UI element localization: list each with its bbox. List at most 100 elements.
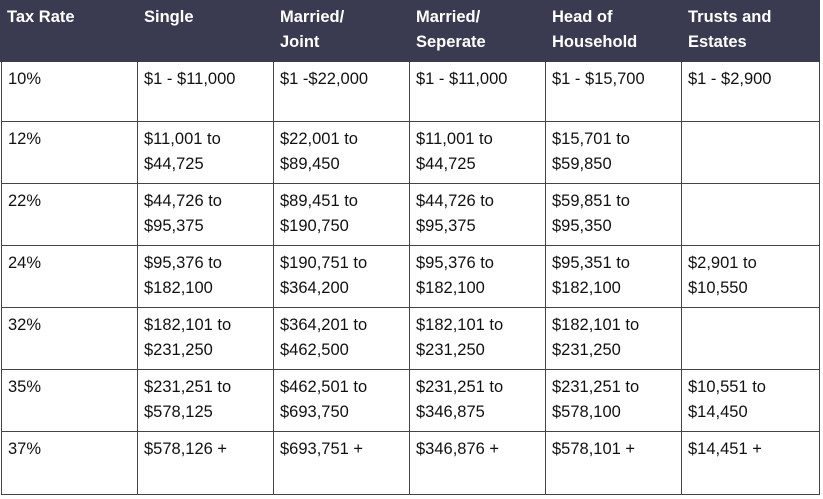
table-cell: $346,876 + bbox=[410, 432, 546, 495]
table-cell: $44,726 to $95,375 bbox=[138, 184, 274, 246]
cell-text: $15,701 to bbox=[552, 130, 630, 148]
table-cell: $1 - $11,000 bbox=[410, 62, 546, 122]
cell-text: $182,101 to bbox=[552, 316, 640, 334]
table-cell: $364,201 to $462,500 bbox=[274, 308, 410, 370]
table-cell: $1 -$22,000 bbox=[274, 62, 410, 122]
table-cell: $1 - $2,900 bbox=[682, 62, 820, 122]
cell-text: Estates bbox=[688, 33, 747, 51]
table-cell: $11,001 to $44,725 bbox=[410, 122, 546, 184]
cell-text: $462,501 to bbox=[280, 378, 368, 396]
cell-text: $364,201 to bbox=[280, 316, 368, 334]
header-cell: Head of Household bbox=[546, 0, 682, 62]
cell-text: $95,375 bbox=[144, 217, 204, 235]
table-cell: $95,376 to $182,100 bbox=[138, 246, 274, 308]
cell-text: $1 -$22,000 bbox=[280, 70, 369, 88]
cell-text: $364,200 bbox=[280, 279, 349, 297]
cell-text: $95,351 to bbox=[552, 254, 630, 272]
cell-text: $59,851 to bbox=[552, 192, 630, 210]
cell-text: $95,375 bbox=[416, 217, 476, 235]
cell-text: $231,251 to bbox=[144, 378, 232, 396]
cell-text: $231,251 to bbox=[552, 378, 640, 396]
cell-text: Head of bbox=[552, 8, 613, 26]
cell-text: 24% bbox=[8, 254, 42, 272]
table-cell: 22% bbox=[1, 184, 138, 246]
cell-text: $1 - $2,900 bbox=[688, 70, 772, 88]
table-cell: $1 - $11,000 bbox=[138, 62, 274, 122]
table-cell: 12% bbox=[1, 122, 138, 184]
cell-text: $231,250 bbox=[416, 341, 485, 359]
cell-text: 35% bbox=[8, 378, 42, 396]
table-cell: $2,901 to $10,550 bbox=[682, 246, 820, 308]
cell-text: 37% bbox=[8, 440, 42, 458]
cell-text: $10,551 to bbox=[688, 378, 766, 396]
cell-text: $231,250 bbox=[552, 341, 621, 359]
cell-text: $95,376 to bbox=[144, 254, 222, 272]
cell-text: $59,850 bbox=[552, 155, 612, 173]
cell-text: $89,450 bbox=[280, 155, 340, 173]
cell-text: $44,726 to bbox=[416, 192, 494, 210]
table-cell: $578,126 + bbox=[138, 432, 274, 495]
table-cell bbox=[682, 308, 820, 370]
cell-text: $578,100 bbox=[552, 403, 621, 421]
cell-text: $44,725 bbox=[144, 155, 204, 173]
table-cell: 10% bbox=[1, 62, 138, 122]
cell-text: Seperate bbox=[416, 33, 486, 51]
cell-text: $2,901 to bbox=[688, 254, 757, 272]
cell-text: $182,100 bbox=[552, 279, 621, 297]
cell-text: Tax Rate bbox=[7, 8, 75, 26]
cell-text: Married/ bbox=[280, 8, 345, 26]
cell-text: $346,876 + bbox=[416, 440, 500, 458]
table-cell: $14,451 + bbox=[682, 432, 820, 495]
cell-text: 10% bbox=[8, 70, 42, 88]
table-cell: $1 - $15,700 bbox=[546, 62, 682, 122]
cell-text: $231,251 to bbox=[416, 378, 504, 396]
table-cell bbox=[682, 122, 820, 184]
cell-text: $346,875 bbox=[416, 403, 485, 421]
header-cell: Tax Rate bbox=[1, 0, 138, 62]
cell-text: $14,451 + bbox=[688, 440, 762, 458]
cell-text: $44,725 bbox=[416, 155, 476, 173]
cell-text: $95,350 bbox=[552, 217, 612, 235]
table-cell: $578,101 + bbox=[546, 432, 682, 495]
cell-text: $693,750 bbox=[280, 403, 349, 421]
table-cell: $22,001 to $89,450 bbox=[274, 122, 410, 184]
header-cell: Married/Seperate bbox=[410, 0, 546, 62]
cell-text: $578,101 + bbox=[552, 440, 636, 458]
table-cell: $89,451 to $190,750 bbox=[274, 184, 410, 246]
cell-text: $578,126 + bbox=[144, 440, 228, 458]
cell-text: $182,101 to bbox=[416, 316, 504, 334]
table-cell: 32% bbox=[1, 308, 138, 370]
cell-text: Married/ bbox=[416, 8, 481, 26]
cell-text: $1 - $15,700 bbox=[552, 70, 645, 88]
table-cell: $95,376 to $182,100 bbox=[410, 246, 546, 308]
cell-text: $95,376 to bbox=[416, 254, 494, 272]
cell-text: $11,001 to bbox=[144, 130, 221, 148]
table-cell: 37% bbox=[1, 432, 138, 495]
cell-text: $1 - $11,000 bbox=[416, 70, 508, 88]
cell-text: $182,100 bbox=[144, 279, 213, 297]
table-cell: $95,351 to $182,100 bbox=[546, 246, 682, 308]
table-cell: $44,726 to $95,375 bbox=[410, 184, 546, 246]
cell-text: 12% bbox=[8, 130, 42, 148]
cell-text: Single bbox=[144, 8, 194, 26]
cell-text: $10,550 bbox=[688, 279, 748, 297]
table-cell: $182,101 to $231,250 bbox=[410, 308, 546, 370]
cell-text: $89,451 to bbox=[280, 192, 358, 210]
cell-text: 22% bbox=[8, 192, 42, 210]
header-cell: Trusts and Estates bbox=[682, 0, 820, 62]
cell-text: 32% bbox=[8, 316, 42, 334]
table-cell: $693,751 + bbox=[274, 432, 410, 495]
cell-text: $190,750 bbox=[280, 217, 349, 235]
cell-text: $14,450 bbox=[688, 403, 748, 421]
cell-text: $182,100 bbox=[416, 279, 485, 297]
cell-text: $578,125 bbox=[144, 403, 213, 421]
cell-text: Trusts and bbox=[688, 8, 772, 26]
table-cell: $59,851 to $95,350 bbox=[546, 184, 682, 246]
cell-text: $1 - $11,000 bbox=[144, 70, 236, 88]
cell-text: $190,751 to bbox=[280, 254, 368, 272]
cell-text: Joint bbox=[280, 33, 320, 51]
header-cell: Single bbox=[138, 0, 274, 62]
table-cell: $462,501 to $693,750 bbox=[274, 370, 410, 432]
cell-text: $22,001 to bbox=[280, 130, 358, 148]
